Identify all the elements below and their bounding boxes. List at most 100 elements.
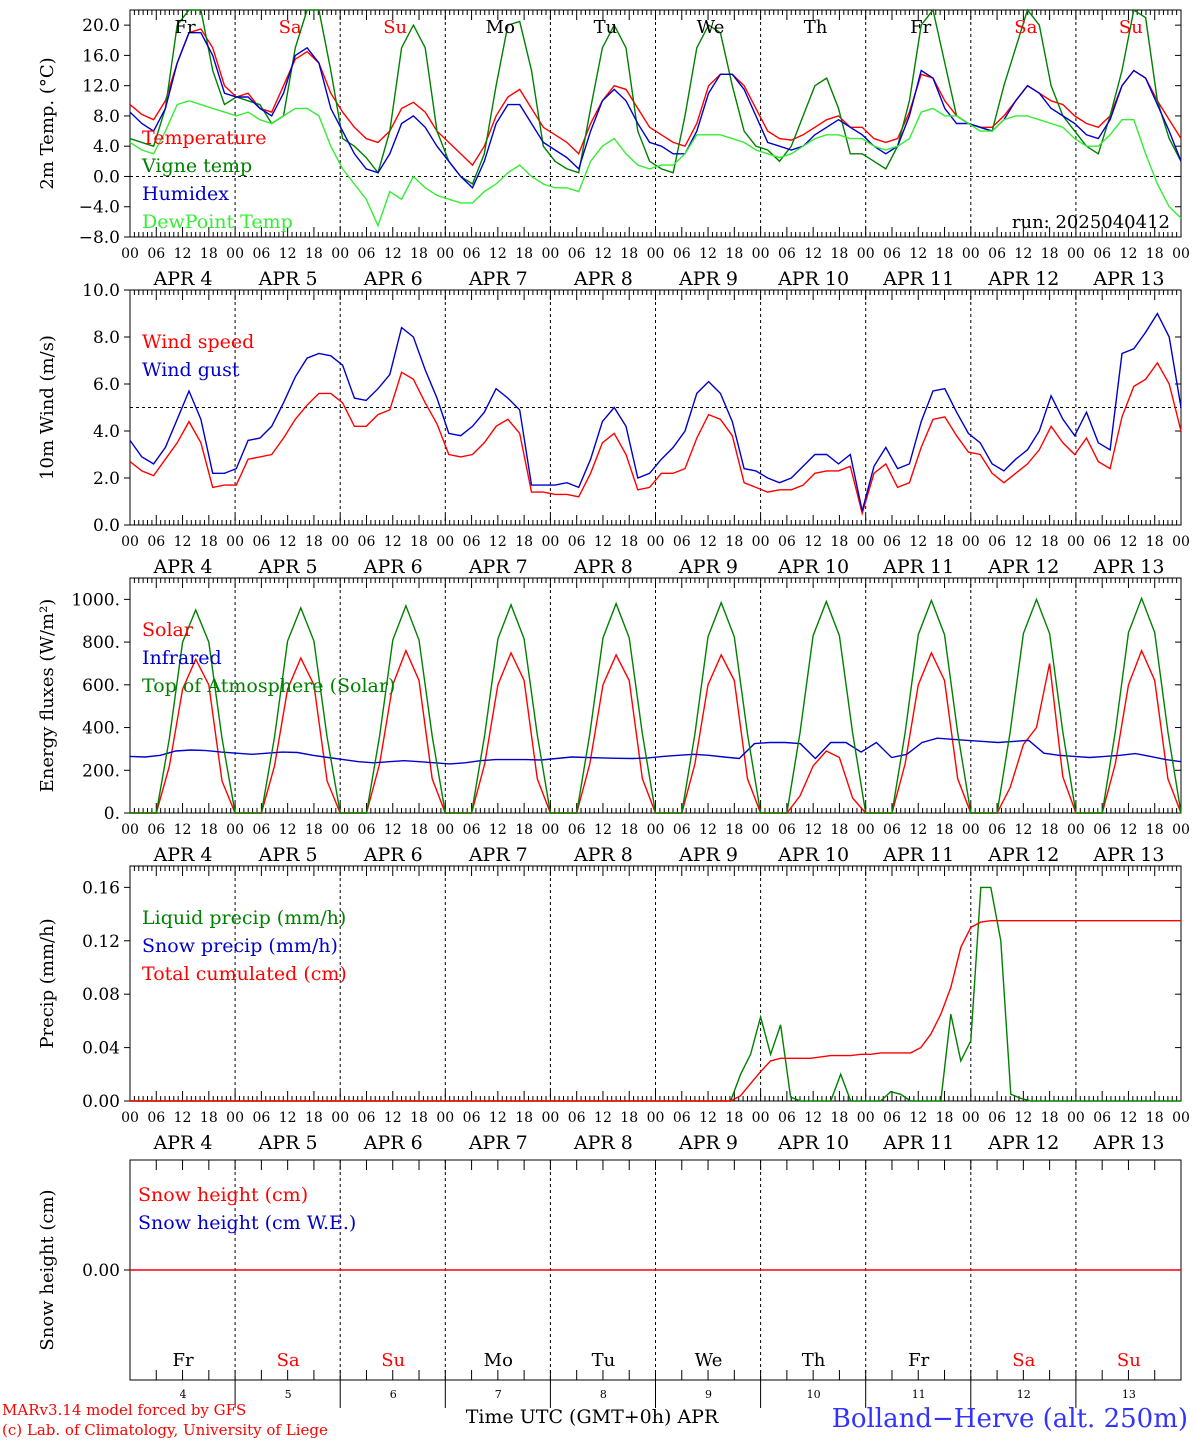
- date-label: APR 7: [468, 1132, 528, 1154]
- hour-tick-label: 00: [647, 534, 665, 550]
- legend-entry: Solar: [142, 619, 194, 641]
- y-tick-label: 600.: [82, 676, 120, 696]
- hour-tick-label: 06: [778, 1110, 796, 1126]
- date-label: APR 4: [153, 556, 213, 578]
- hour-tick-label: 06: [568, 822, 586, 838]
- hour-tick-label: 06: [883, 246, 901, 262]
- y-tick-label: 16.0: [82, 46, 120, 66]
- hour-tick-label: 18: [1146, 1110, 1164, 1126]
- y-tick-label: 400.: [82, 719, 120, 739]
- hour-tick-label: 06: [988, 1110, 1006, 1126]
- day-number-label: 6: [390, 1388, 397, 1401]
- credit-line-1: MARv3.14 model forced by GFS: [2, 1401, 246, 1419]
- series-line: [129, 32, 1182, 189]
- hour-tick-label: 06: [358, 534, 376, 550]
- hour-tick-label: 12: [804, 1110, 822, 1126]
- hour-tick-label: 06: [463, 1110, 481, 1126]
- date-label: APR 9: [678, 1132, 738, 1154]
- hour-tick-label: 00: [226, 822, 244, 838]
- panel-precip: 0.16 0.12 0.08 0.04 0.00 Precip (mm/h) Liquid …: [37, 865, 1190, 1154]
- hour-tick-label: 12: [1120, 534, 1138, 550]
- weekday-label: Su: [1117, 1350, 1141, 1371]
- date-label: APR 5: [258, 844, 318, 866]
- date-label: APR 9: [678, 844, 738, 866]
- weekday-label: Mo: [486, 17, 515, 38]
- hour-tick-label: 12: [594, 246, 612, 262]
- hour-tick-label: 18: [936, 534, 954, 550]
- day-number-label: 4: [180, 1388, 187, 1401]
- legend-entry: Temperature: [142, 127, 266, 149]
- date-label: APR 10: [777, 1132, 849, 1154]
- y-tick-label: 0.16: [82, 878, 120, 898]
- hour-tick-label: 00: [226, 1110, 244, 1126]
- legend-entry: Snow height (cm W.E.): [138, 1212, 356, 1234]
- hour-tick-label: 00: [962, 1110, 980, 1126]
- hour-tick-label: 18: [305, 1110, 323, 1126]
- hour-tick-label: 18: [1041, 534, 1059, 550]
- y-tick-label: 4.0: [93, 422, 120, 442]
- weekday-label: Sa: [277, 1350, 300, 1371]
- hour-tick-label: 12: [699, 246, 717, 262]
- hour-tick-label: 00: [962, 246, 980, 262]
- hour-tick-label: 00: [647, 822, 665, 838]
- date-label: APR 5: [258, 268, 318, 290]
- panel-snow-height: 0.00 Snow height (cm) Snow height (cm) Snow…: [37, 1159, 1182, 1408]
- weekday-label: Tu: [592, 1350, 616, 1371]
- weekday-label: Tu: [594, 17, 618, 38]
- hour-tick-label: 18: [831, 534, 849, 550]
- legend-entry: Humidex: [142, 183, 229, 205]
- y-tick-label: 0.0: [93, 516, 120, 536]
- weekday-label: Fr: [172, 1350, 193, 1371]
- hour-tick-label: 00: [541, 246, 559, 262]
- y-tick-label: 0.0: [93, 167, 120, 187]
- hour-tick-label: 00: [647, 1110, 665, 1126]
- series-line: [130, 920, 1181, 1102]
- hour-tick-label: 12: [699, 1110, 717, 1126]
- date-label: APR 12: [987, 556, 1059, 578]
- weekday-label: Sa: [279, 17, 302, 38]
- hour-tick-label: 00: [857, 822, 875, 838]
- date-label: APR 12: [987, 268, 1059, 290]
- hour-tick-label: 00: [436, 822, 454, 838]
- date-label: APR 11: [882, 556, 954, 578]
- hour-tick-label: 12: [909, 534, 927, 550]
- date-label: APR 5: [258, 1132, 318, 1154]
- hour-tick-label: 00: [331, 246, 349, 262]
- hour-tick-label: 06: [778, 822, 796, 838]
- y-tick-label: 0.: [104, 804, 120, 824]
- hour-tick-label: 18: [936, 822, 954, 838]
- hour-tick-label: 12: [699, 822, 717, 838]
- hour-tick-label: 12: [1120, 1110, 1138, 1126]
- hour-tick-label: 18: [1041, 822, 1059, 838]
- y-tick-label: −8.0: [79, 228, 120, 248]
- hour-tick-label: 12: [1014, 1110, 1032, 1126]
- hour-tick-label: 06: [883, 1110, 901, 1126]
- hour-tick-label: 06: [147, 1110, 165, 1126]
- hour-tick-label: 00: [1067, 822, 1085, 838]
- hour-tick-label: 18: [410, 822, 428, 838]
- hour-tick-label: 12: [594, 1110, 612, 1126]
- hour-tick-label: 00: [226, 534, 244, 550]
- hour-tick-label: 18: [410, 534, 428, 550]
- y-tick-label: 0.08: [82, 985, 120, 1005]
- hour-tick-label: 12: [174, 246, 192, 262]
- hour-tick-label: 12: [1120, 246, 1138, 262]
- legend-entry: Top of Atmosphere (Solar): [142, 675, 395, 697]
- date-label: APR 5: [258, 556, 318, 578]
- y-tick-label: 10.0: [82, 281, 120, 301]
- hour-tick-label: 18: [620, 822, 638, 838]
- legend-entry: Snow height (cm): [138, 1184, 308, 1206]
- hour-tick-label: 06: [1093, 822, 1111, 838]
- hour-tick-label: 06: [463, 822, 481, 838]
- hour-tick-label: 18: [1146, 534, 1164, 550]
- y-tick-label: 1000.: [71, 590, 120, 610]
- weekday-label: Sa: [1014, 17, 1037, 38]
- y-tick-label: 2.0: [93, 469, 120, 489]
- hour-tick-label: 00: [857, 534, 875, 550]
- hour-tick-label: 00: [1067, 246, 1085, 262]
- hour-tick-label: 12: [279, 246, 297, 262]
- date-label: APR 8: [573, 268, 633, 290]
- hour-tick-label: 18: [410, 1110, 428, 1126]
- hour-tick-label: 12: [279, 1110, 297, 1126]
- hour-tick-label: 06: [568, 1110, 586, 1126]
